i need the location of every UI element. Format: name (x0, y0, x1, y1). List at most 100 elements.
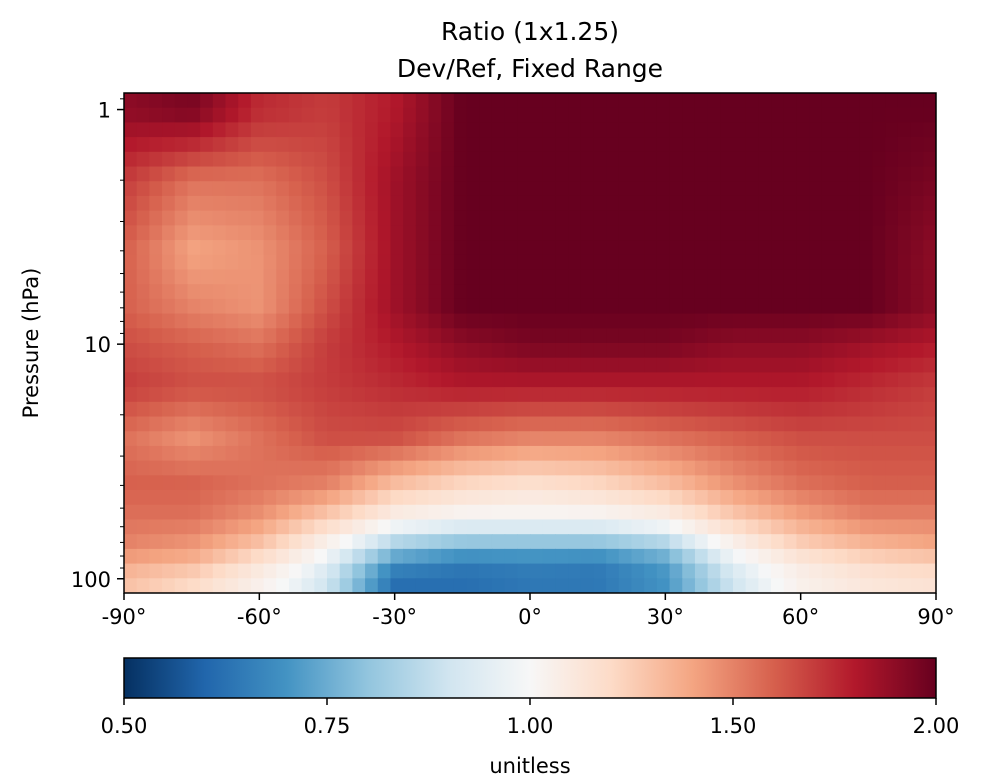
heatmap-cell (238, 284, 252, 300)
heatmap-cell (187, 254, 201, 271)
heatmap-cell (263, 166, 277, 182)
heatmap-cell (568, 357, 582, 374)
heatmap-cell (124, 181, 138, 197)
heatmap-cell (555, 240, 569, 256)
heatmap-cell (390, 166, 404, 182)
heatmap-cell (263, 343, 277, 359)
heatmap-cell (606, 343, 620, 359)
heatmap-cell (847, 181, 861, 197)
heatmap-cell (771, 166, 785, 182)
heatmap-cell (923, 548, 936, 565)
heatmap-cell (555, 460, 569, 476)
heatmap-cell (200, 387, 214, 403)
heatmap-cell (809, 181, 823, 197)
heatmap-cell (466, 357, 480, 374)
heatmap-cell (771, 343, 785, 359)
heatmap-cell (479, 151, 493, 168)
heatmap-cell (720, 460, 734, 476)
heatmap-cell (415, 122, 430, 138)
heatmap-cell (327, 343, 341, 359)
heatmap-cell (593, 534, 607, 550)
heatmap-cell (631, 269, 645, 285)
heatmap-cell (187, 519, 201, 535)
heatmap-cell (821, 475, 836, 491)
heatmap-cell (225, 93, 239, 109)
heatmap-cell (694, 313, 709, 329)
heatmap-cell (555, 254, 569, 271)
heatmap-cell (238, 151, 252, 168)
heatmap-cell (720, 225, 734, 241)
heatmap-cell (745, 431, 759, 447)
heatmap-cell (809, 225, 823, 241)
heatmap-cell (758, 284, 772, 300)
heatmap-cell (606, 534, 620, 550)
heatmap-cell (669, 475, 683, 491)
heatmap-cell (568, 387, 582, 403)
heatmap-cell (136, 460, 150, 476)
heatmap-cell (149, 534, 163, 550)
heatmap-cell (263, 548, 277, 565)
heatmap-cell (745, 313, 759, 329)
heatmap-cell (200, 372, 214, 388)
heatmap-cell (377, 137, 392, 153)
heatmap-cell (187, 357, 201, 374)
heatmap-cell (682, 534, 696, 550)
heatmap-cell (479, 122, 493, 138)
heatmap-cell (694, 122, 709, 138)
heatmap-cell (682, 240, 696, 256)
heatmap-cell (403, 490, 417, 506)
heatmap-cell (453, 225, 468, 241)
heatmap-cell (783, 357, 798, 374)
heatmap-cell (859, 240, 874, 256)
heatmap-cell (910, 504, 924, 521)
heatmap-cell (618, 313, 633, 329)
heatmap-cell (428, 343, 442, 359)
heatmap-cell (580, 151, 595, 168)
heatmap-cell (453, 210, 468, 226)
heatmap-cell (263, 431, 277, 447)
heatmap-cell (491, 475, 506, 491)
heatmap-cell (796, 195, 810, 212)
heatmap-cell (441, 372, 455, 388)
heatmap-cell (174, 401, 189, 418)
heatmap-cell (238, 298, 252, 315)
heatmap-cell (352, 548, 366, 565)
heatmap-cell (365, 445, 379, 462)
heatmap-cell (301, 563, 315, 579)
heatmap-cell (885, 357, 899, 374)
heatmap-cell (453, 401, 468, 418)
heatmap-cell (682, 372, 696, 388)
heatmap-cell (821, 107, 836, 124)
heatmap-cell (200, 313, 214, 329)
heatmap-cell (212, 269, 227, 285)
heatmap-cell (555, 548, 569, 565)
heatmap-cell (441, 578, 455, 593)
heatmap-cell (365, 475, 379, 491)
heatmap-cell (758, 122, 772, 138)
heatmap-cell (162, 210, 176, 226)
heatmap-cell (796, 343, 810, 359)
heatmap-cell (644, 269, 658, 285)
heatmap-cell (187, 401, 201, 418)
heatmap-cell (733, 343, 747, 359)
heatmap-cell (745, 563, 759, 579)
heatmap-cell (263, 504, 277, 521)
heatmap-cell (568, 151, 582, 168)
heatmap-cell (504, 372, 518, 388)
heatmap-cell (707, 519, 721, 535)
heatmap-cell (631, 284, 645, 300)
heatmap-cell (606, 240, 620, 256)
heatmap-cell (136, 122, 150, 138)
heatmap-cell (644, 210, 658, 226)
heatmap-cell (542, 181, 556, 197)
heatmap-cell (923, 372, 936, 388)
heatmap-cell (669, 534, 683, 550)
heatmap-cell (707, 578, 721, 593)
heatmap-cell (162, 372, 176, 388)
heatmap-cell (428, 504, 442, 521)
heatmap-cell (758, 475, 772, 491)
heatmap-cell (555, 181, 569, 197)
heatmap-cell (212, 107, 227, 124)
heatmap-cell (441, 240, 455, 256)
heatmap-cell (200, 357, 214, 374)
